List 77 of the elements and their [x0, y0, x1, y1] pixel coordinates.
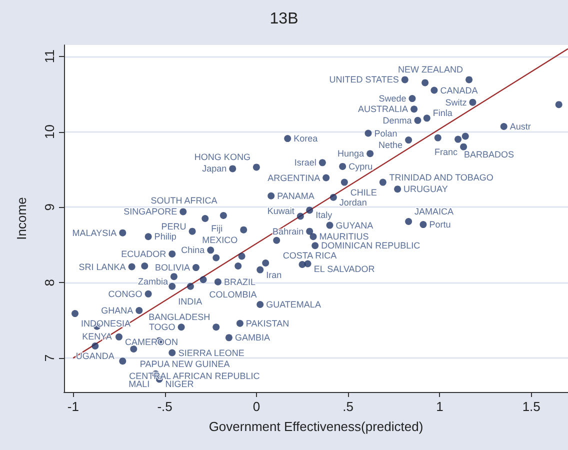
data-label: PANAMA	[277, 190, 314, 201]
x-tick-label: .5	[342, 399, 354, 414]
y-axis-title: Income	[14, 197, 29, 240]
data-label: NIGER	[165, 379, 194, 390]
x-tick-label: 1.5	[522, 399, 540, 414]
data-label: Korea	[294, 134, 318, 144]
data-label: BOLIVIA	[154, 262, 190, 273]
data-label: CHILE	[350, 187, 377, 198]
data-label: SIERRA LEONE	[178, 348, 244, 358]
data-label: Iran	[266, 270, 282, 280]
data-label: Jordan	[339, 197, 367, 208]
data-label: UNITED STATES	[329, 74, 399, 85]
data-label: AUSTRALIA	[358, 104, 408, 114]
data-label: ECUADOR	[121, 248, 167, 259]
data-label: Japan	[202, 164, 227, 174]
data-label: Finla	[432, 108, 452, 118]
data-label: SOUTH AFRICA	[150, 195, 218, 206]
data-label: Franc	[434, 146, 458, 157]
data-label: GUATEMALA	[266, 299, 321, 310]
data-label: BARBADOS	[464, 149, 514, 160]
data-label: CAMEROON	[124, 336, 178, 347]
data-label: Fiji	[211, 224, 223, 234]
data-label: BANGLADESH	[148, 312, 210, 322]
chart-title: 13B	[270, 10, 298, 28]
data-label: BRAZIL	[224, 276, 256, 287]
data-label: EL SALVADOR	[314, 264, 376, 274]
data-label: Nethe	[378, 140, 403, 150]
data-label: MAURITIUS	[319, 232, 369, 242]
data-label: MEXICO	[202, 234, 238, 245]
data-label: COLOMBIA	[209, 290, 257, 300]
data-label: Denma	[382, 115, 412, 126]
data-label: Hunga	[338, 148, 364, 159]
data-label: INDIA	[178, 296, 202, 306]
data-label: Austr	[510, 121, 531, 132]
data-label: COSTA RICA	[282, 250, 337, 260]
data-label: Cypru	[348, 161, 373, 172]
data-label: CANADA	[440, 85, 478, 96]
data-label: TOGO	[148, 322, 176, 332]
data-label: SINGAPORE	[124, 206, 178, 217]
data-label: Swede	[378, 94, 406, 104]
x-tick-label: -.5	[157, 399, 172, 414]
data-label: TRINIDAD AND TOBAGO	[389, 172, 494, 182]
data-label: URUGUAY	[404, 184, 448, 194]
y-tick-label: 8	[42, 279, 57, 286]
data-label: GAMBIA	[234, 332, 270, 343]
data-label: JAMAICA	[414, 206, 454, 217]
data-label: PAPUA NEW GUINEA	[140, 359, 230, 369]
x-axis-title: Government Effectiveness(predicted)	[208, 419, 424, 434]
data-label: DOMINICAN REPUBLIC	[321, 240, 421, 251]
data-label: Philip	[154, 232, 176, 242]
data-label: China	[181, 245, 205, 256]
data-label: PAKISTAN	[246, 318, 290, 328]
data-label: Kuwait	[267, 206, 295, 216]
y-tick-label: 7	[42, 354, 57, 362]
x-tick-label: 1	[436, 399, 444, 414]
data-label: PERU	[161, 221, 186, 232]
data-label: Israel	[294, 158, 316, 168]
y-tick-label: 11	[42, 50, 57, 64]
data-label: GUYANA	[336, 220, 374, 230]
y-tick-label: 9	[42, 204, 57, 211]
data-label: Switz	[445, 97, 468, 108]
data-label: HONG KONG	[194, 152, 250, 162]
data-label: MALAYSIA	[72, 228, 117, 238]
data-label: Italy	[316, 210, 333, 220]
data-label: GHANA	[101, 306, 134, 316]
data-label: CONGO	[108, 288, 142, 299]
data-label: UGANDA	[76, 350, 114, 361]
data-label: NEW ZEALAND	[398, 64, 464, 75]
x-tick-label: 0	[252, 399, 260, 414]
y-tick-label: 10	[42, 124, 57, 139]
data-label: Polan	[374, 128, 398, 138]
data-label: Portu	[429, 220, 451, 230]
data-label: Zambia	[138, 276, 168, 287]
x-tick-label: -1	[67, 399, 79, 414]
data-label: SRI LANKA	[78, 262, 126, 272]
data-label: MALI	[128, 378, 150, 389]
data-label: ARGENTINA	[268, 172, 320, 183]
